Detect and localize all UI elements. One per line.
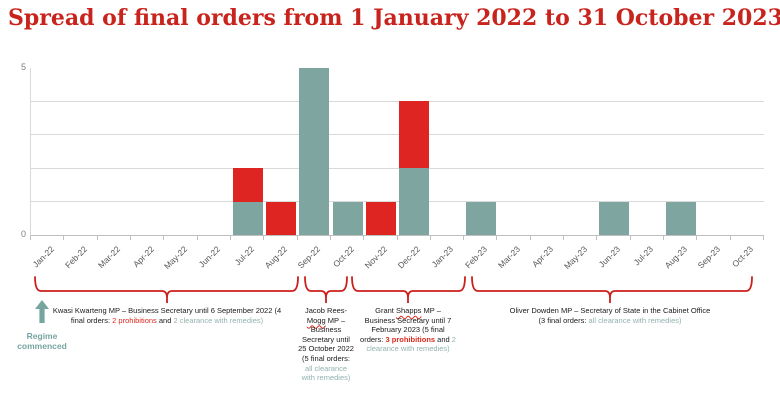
annotation-shapps: Grant Shapps MP – Business Secretary unt… — [359, 306, 457, 354]
annotation-text-teal: 2 clearance with remedies) — [173, 315, 264, 325]
axis-tick — [296, 236, 298, 240]
gridline — [31, 201, 764, 203]
y-axis-tick-label: 0 — [20, 229, 26, 239]
y-axis-tick-label: 5 — [20, 62, 26, 72]
axis-tick — [496, 236, 498, 240]
annotation-text: and — [435, 334, 452, 344]
axis-tick — [463, 236, 465, 240]
axis-tick — [196, 236, 198, 240]
gridline — [31, 100, 764, 102]
annotation-text: Kwasi Kwarteng MP – Business Secretary u… — [52, 306, 282, 315]
axis-tick — [629, 236, 631, 240]
annotation-text: Jacob Rees- — [304, 306, 348, 315]
annotation-text-teal: 2 clearance with remedies) — [366, 334, 456, 354]
page-title: Spread of final orders from 1 January 20… — [8, 5, 780, 31]
axis-tick — [763, 236, 764, 240]
axis-tick — [663, 236, 665, 240]
axis-tick — [329, 236, 331, 240]
axis-tick — [563, 236, 565, 240]
x-axis: Jan-22 Feb-22 Mar-22 Apr-22 May-22 Jun-22 Jul-… — [30, 236, 780, 284]
annotation-text: and — [156, 315, 174, 325]
bar-segment-prohibition — [365, 201, 396, 235]
annotation-text-red: 3 prohibitions — [385, 334, 436, 344]
bar-segment-clearance — [332, 201, 363, 235]
bar-segment-prohibition — [232, 168, 263, 202]
gridline — [31, 134, 764, 136]
annotation-dowden: Oliver Dowden MP – Secretary of State in… — [487, 306, 733, 325]
up-arrow-icon — [35, 300, 49, 323]
axis-tick — [30, 236, 31, 240]
bar-segment-clearance — [299, 68, 330, 235]
annotation-text: Shapps — [395, 306, 422, 315]
annotation-text: Oliver Dowden MP – Secretary of State in… — [509, 306, 711, 315]
axis-tick — [263, 236, 265, 240]
bar-segment-clearance — [665, 201, 696, 235]
axis-tick — [96, 236, 98, 240]
bar-segment-clearance — [232, 201, 263, 235]
axis-tick — [63, 236, 65, 240]
plot-area — [30, 68, 764, 236]
annotation-text-teal: all clearance with remedies) — [301, 363, 351, 383]
annotation-rees-mogg: Jacob Rees-Mogg MP – Business Secretary … — [298, 306, 354, 383]
axis-tick — [696, 236, 698, 240]
axis-tick — [529, 236, 531, 240]
bar-segment-prohibition — [265, 201, 296, 235]
axis-tick — [363, 236, 365, 240]
bar-segment-clearance — [399, 168, 430, 235]
annotation-text-red: 2 prohibitions — [112, 315, 157, 325]
annotation-text: MP – Business Secretary until 7 February… — [360, 306, 452, 344]
axis-tick — [596, 236, 598, 240]
annotation-text: final orders: — [70, 315, 113, 325]
annotation-kwarteng: Kwasi Kwarteng MP – Business Secretary u… — [48, 306, 286, 325]
axis-tick — [229, 236, 231, 240]
bar-segment-clearance — [599, 201, 630, 235]
bar-segment-clearance — [465, 201, 496, 235]
axis-tick — [396, 236, 398, 240]
regime-commenced-note: Regime commenced — [8, 300, 76, 351]
axis-tick — [129, 236, 131, 240]
annotation-text: Grant — [375, 306, 396, 315]
axis-tick — [729, 236, 731, 240]
annotation-text: Mogg — [306, 315, 326, 325]
gridline — [31, 167, 764, 169]
regime-commenced-label: Regime commenced — [17, 331, 67, 351]
annotation-text: MP – Business Secretary until 25 October… — [298, 315, 354, 363]
annotation-text: (3 final orders: — [538, 315, 589, 325]
bar-segment-prohibition — [399, 101, 430, 169]
axis-tick — [163, 236, 165, 240]
annotation-text-teal: all clearance with remedies) — [588, 315, 682, 325]
axis-tick — [429, 236, 431, 240]
